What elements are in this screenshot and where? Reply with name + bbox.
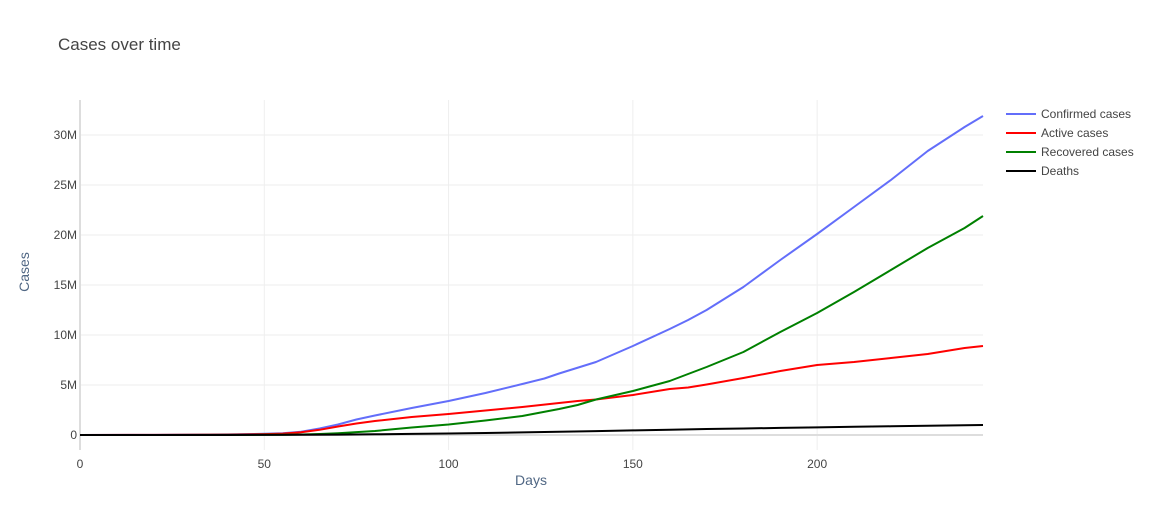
legend-item-active-cases[interactable]: Active cases: [1006, 126, 1108, 140]
x-tick-label: 50: [258, 457, 272, 471]
y-axis-title: Cases: [16, 252, 32, 292]
chart-title: Cases over time: [58, 35, 181, 54]
series-line-active-cases: [79, 345, 984, 436]
y-tick-label: 20M: [54, 228, 77, 242]
legend-label: Confirmed cases: [1041, 107, 1131, 121]
x-axis-ticks: 0 50 100 150 200: [77, 457, 828, 471]
y-tick-label: 15M: [54, 278, 77, 292]
x-tick-label: 100: [439, 457, 459, 471]
series-line-recovered-cases: [80, 215, 984, 436]
series-lines: [79, 115, 984, 436]
y-axis-ticks: 0 5M 10M 15M 20M 25M 30M: [54, 128, 78, 442]
y-tick-label: 5M: [60, 378, 77, 392]
legend-item-recovered-cases[interactable]: Recovered cases: [1006, 145, 1134, 159]
legend-item-confirmed-cases[interactable]: Confirmed cases: [1006, 107, 1131, 121]
y-tick-label: 25M: [54, 178, 77, 192]
legend-label: Active cases: [1041, 126, 1108, 140]
y-tick-label: 10M: [54, 328, 77, 342]
x-tick-label: 0: [77, 457, 84, 471]
x-tick-label: 200: [807, 457, 827, 471]
legend-item-deaths[interactable]: Deaths: [1006, 164, 1079, 178]
y-tick-label: 30M: [54, 128, 77, 142]
y-tick-label: 0: [70, 428, 77, 442]
legend[interactable]: Confirmed cases Active cases Recovered cas…: [1006, 107, 1134, 178]
legend-label: Deaths: [1041, 164, 1079, 178]
x-tick-label: 150: [623, 457, 643, 471]
legend-label: Recovered cases: [1041, 145, 1134, 159]
series-line-deaths: [80, 424, 984, 436]
grid: [79, 100, 983, 450]
x-axis-title: Days: [515, 472, 547, 488]
series-line-confirmed-cases: [79, 115, 984, 436]
